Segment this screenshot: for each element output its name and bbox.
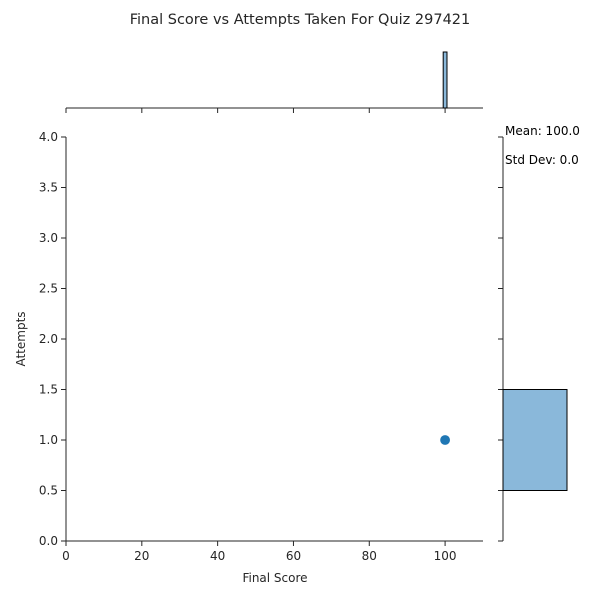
y-tick-label: 1.5 [39, 383, 58, 397]
marginal-y-bar [502, 389, 568, 491]
y-tick-label: 4.0 [39, 130, 58, 144]
y-tick-label: 1.0 [39, 433, 58, 447]
marginal-x-histogram [65, 51, 483, 113]
x-tick-label: 60 [286, 549, 301, 563]
scatter-plot-area: 0 20 40 60 80 100 0.0 0.5 1.0 1.5 2.0 2.5 3.0 3.5 4.0 [39, 130, 483, 563]
marginal-y-histogram [498, 136, 568, 542]
y-tick-label: 2.5 [39, 282, 58, 296]
x-tick-label: 80 [362, 549, 377, 563]
x-tick-label: 20 [134, 549, 149, 563]
std-dev-annotation: Std Dev: 0.0 [505, 153, 579, 167]
y-tick-label: 2.0 [39, 332, 58, 346]
x-tick-label: 100 [434, 549, 457, 563]
y-axis-label: Attempts [14, 311, 28, 366]
scatter-point [440, 435, 450, 445]
y-tick-label: 3.0 [39, 231, 58, 245]
x-axis-label: Final Score [242, 571, 307, 585]
y-tick-label: 3.5 [39, 181, 58, 195]
y-tick-label: 0.0 [39, 534, 58, 548]
x-tick-label: 0 [62, 549, 70, 563]
chart-title: Final Score vs Attempts Taken For Quiz 2… [130, 12, 471, 28]
mean-annotation: Mean: 100.0 [505, 124, 580, 138]
marginal-x-bar [442, 51, 448, 109]
x-tick-label: 40 [210, 549, 225, 563]
y-tick-label: 0.5 [39, 484, 58, 498]
